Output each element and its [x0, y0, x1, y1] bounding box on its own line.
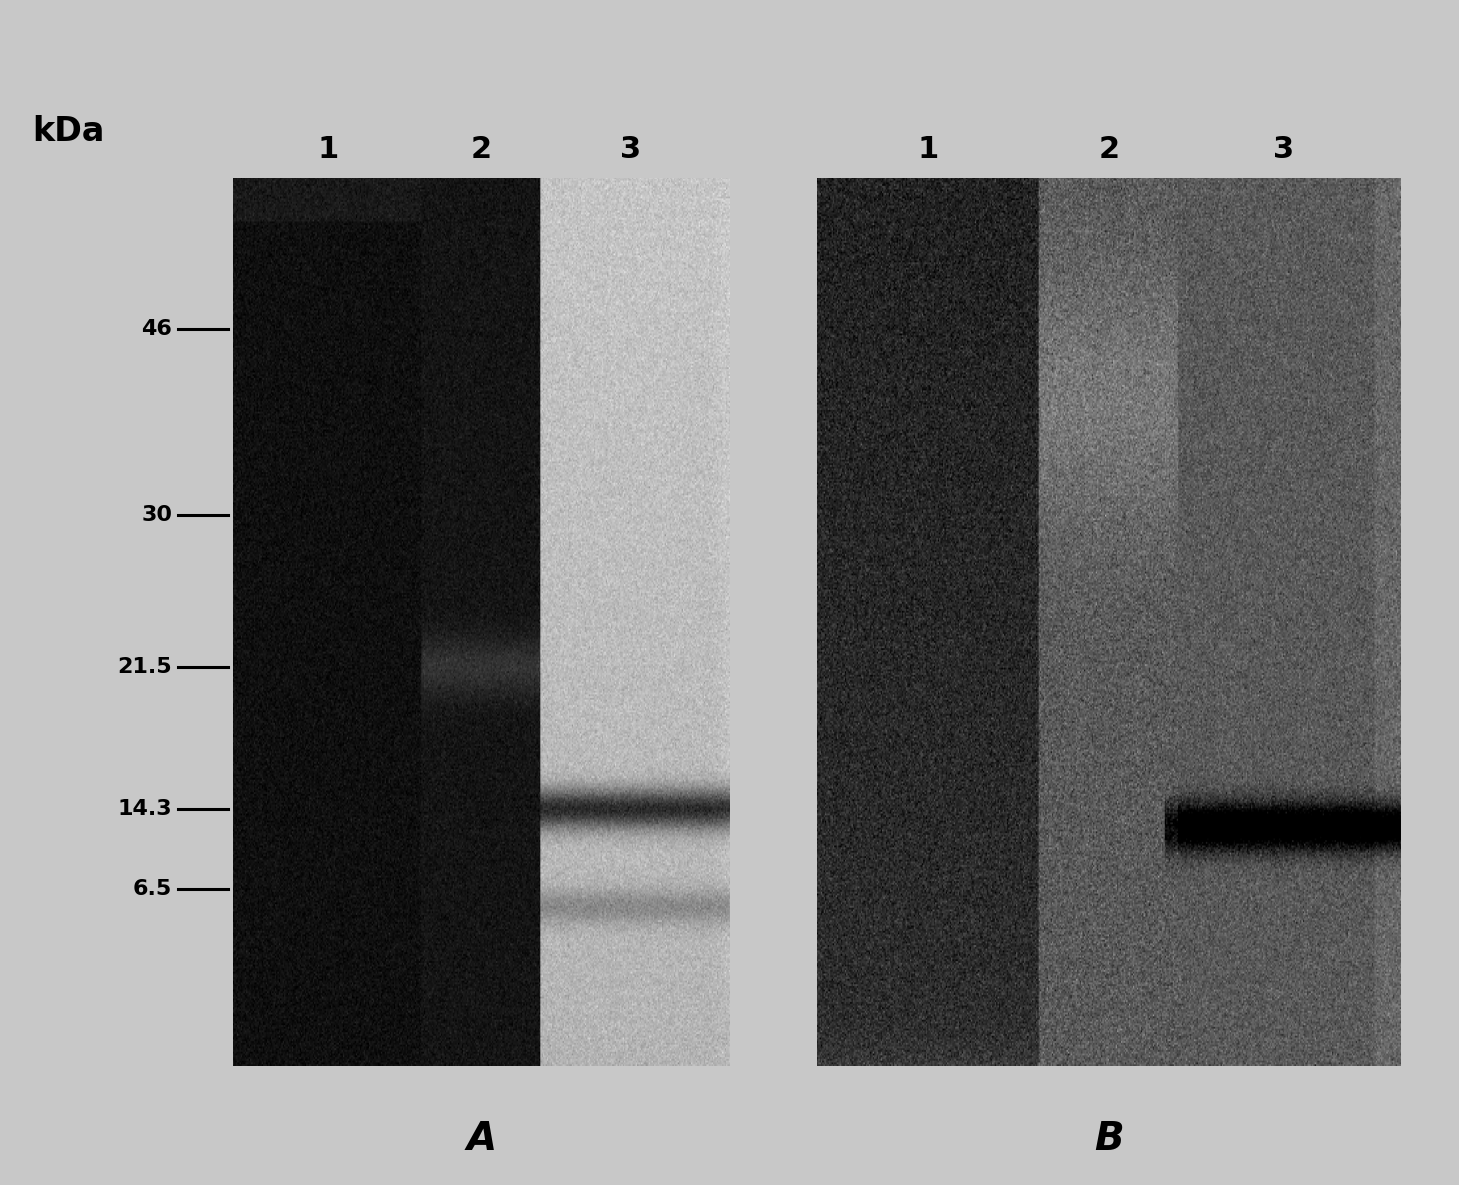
Text: 3: 3 — [620, 135, 641, 164]
Text: 46: 46 — [142, 319, 172, 339]
Text: 21.5: 21.5 — [118, 656, 172, 677]
Text: 3: 3 — [1274, 135, 1294, 164]
Text: 2: 2 — [1099, 135, 1119, 164]
Text: 2: 2 — [471, 135, 492, 164]
Text: 1: 1 — [317, 135, 338, 164]
Text: A: A — [467, 1120, 496, 1158]
Text: 6.5: 6.5 — [133, 879, 172, 898]
Text: 1: 1 — [918, 135, 938, 164]
Text: B: B — [1094, 1120, 1123, 1158]
Text: 14.3: 14.3 — [118, 799, 172, 819]
Text: 30: 30 — [142, 506, 172, 525]
Text: kDa: kDa — [32, 115, 105, 148]
